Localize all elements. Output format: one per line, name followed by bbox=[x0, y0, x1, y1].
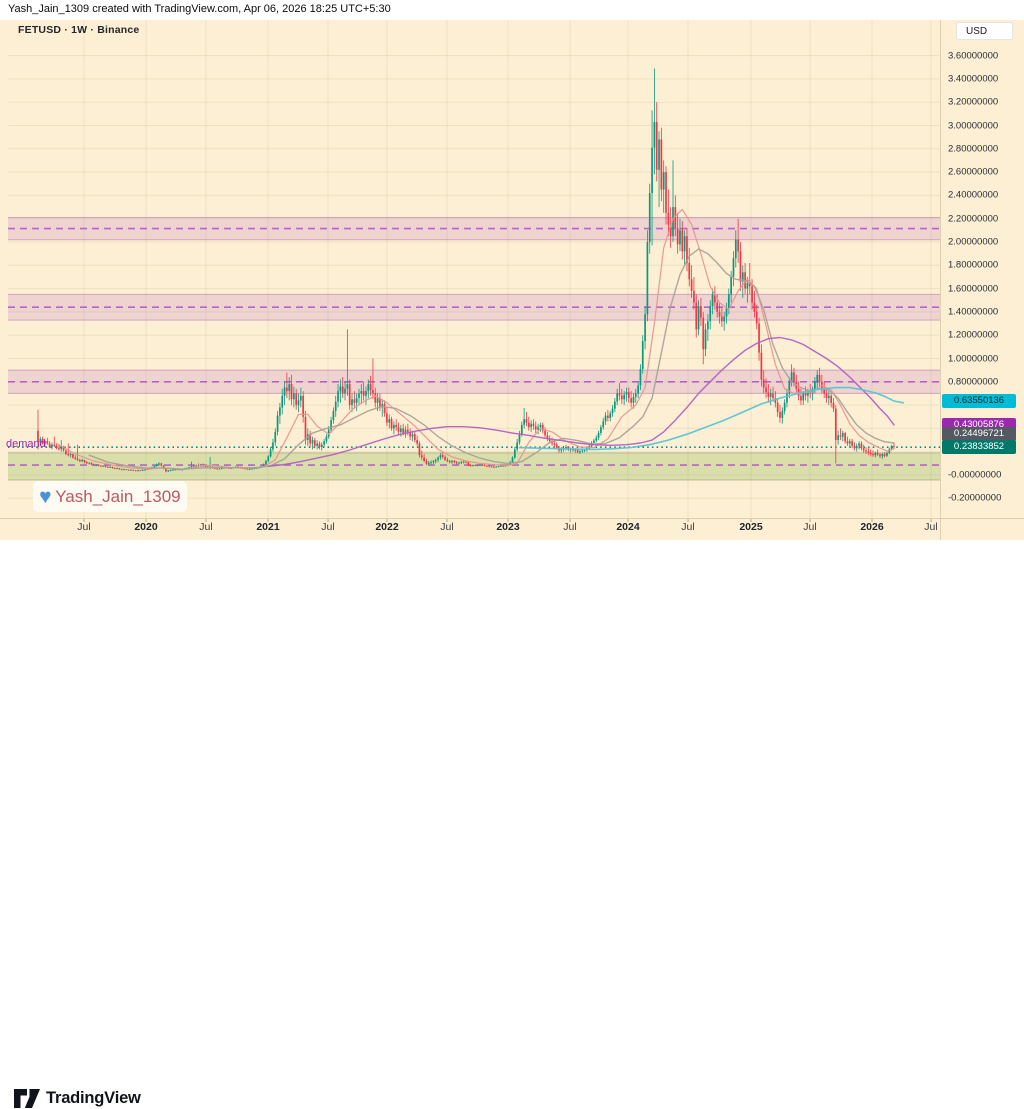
time-tick: Jul bbox=[321, 521, 335, 533]
candles-series bbox=[37, 68, 895, 473]
time-axis-border bbox=[0, 518, 1024, 519]
time-tick: 2024 bbox=[616, 521, 640, 533]
price-axis-border bbox=[940, 20, 941, 540]
price-tick: 1.00000000 bbox=[948, 353, 999, 364]
attribution-text: Yash_Jain_1309 created with TradingView.… bbox=[8, 3, 391, 15]
price-tick: 1.40000000 bbox=[948, 306, 999, 318]
price-tick: 1.20000000 bbox=[948, 329, 999, 341]
time-tick: 2021 bbox=[256, 521, 280, 533]
gridlines bbox=[8, 20, 940, 518]
time-tick: Jul bbox=[563, 521, 577, 533]
ma-mid-gray bbox=[88, 248, 895, 470]
price-chart-pane[interactable] bbox=[0, 0, 1024, 581]
price-tick: 0.80000000 bbox=[948, 376, 999, 388]
ma-slowest-cyan bbox=[518, 386, 905, 451]
price-tick: 2.00000000 bbox=[948, 236, 999, 248]
price-label: 0.23833852 bbox=[942, 440, 1016, 454]
time-tick: Jul bbox=[440, 521, 454, 533]
watermark-username: Yash_Jain_1309 bbox=[55, 486, 181, 506]
time-tick: 2023 bbox=[496, 521, 520, 533]
price-tick: -0.20000000 bbox=[948, 492, 1002, 504]
price-tick: 2.40000000 bbox=[948, 189, 999, 201]
time-tick: Jul bbox=[199, 521, 213, 533]
price-tick: 1.80000000 bbox=[948, 259, 999, 271]
price-tick: 3.20000000 bbox=[948, 96, 999, 108]
time-tick: 2022 bbox=[375, 521, 399, 533]
ma-overlays bbox=[56, 208, 905, 470]
time-tick: Jul bbox=[924, 521, 938, 533]
symbol-title[interactable]: FETUSD · 1W · Binance bbox=[18, 24, 140, 36]
demand-zone-label: demand bbox=[6, 438, 46, 450]
user-watermark: ♥ Yash_Jain_1309 bbox=[33, 481, 187, 512]
price-tick: 2.80000000 bbox=[948, 143, 999, 155]
price-zones bbox=[8, 217, 940, 481]
chart-background bbox=[0, 20, 1024, 540]
tradingview-brand-text[interactable]: TradingView bbox=[46, 1089, 141, 1107]
price-tick: 2.20000000 bbox=[948, 213, 999, 225]
price-label: 0.24496721 bbox=[942, 427, 1016, 441]
price-tick: 1.60000000 bbox=[948, 283, 999, 295]
currency-toggle-button[interactable]: USD bbox=[956, 22, 1013, 40]
price-tick: 3.00000000 bbox=[948, 120, 999, 131]
footer-bar: TradingView bbox=[0, 540, 1024, 1108]
price-tick: 3.60000000 bbox=[948, 50, 999, 62]
time-tick: 2026 bbox=[860, 521, 884, 533]
time-tick: 2025 bbox=[739, 521, 763, 533]
price-tick: 2.60000000 bbox=[948, 166, 999, 178]
time-tick: Jul bbox=[77, 521, 91, 533]
blue-heart-icon: ♥ bbox=[39, 485, 52, 508]
time-tick: Jul bbox=[803, 521, 817, 533]
tradingview-logo-icon[interactable] bbox=[14, 1089, 41, 1109]
time-tick: Jul bbox=[681, 521, 695, 533]
time-tick: 2020 bbox=[134, 521, 158, 533]
ma-slow-purple bbox=[267, 336, 895, 467]
price-tick: -0.00000000 bbox=[948, 469, 1002, 481]
price-label: 0.63550136 bbox=[942, 394, 1016, 408]
price-tick: 3.40000000 bbox=[948, 73, 999, 85]
